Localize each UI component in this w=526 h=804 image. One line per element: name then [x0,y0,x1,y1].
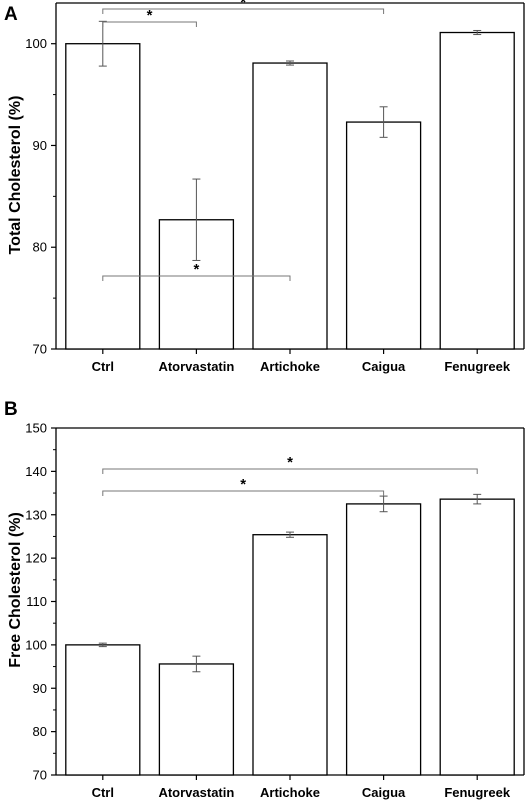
x-tick-label: Atorvastatin [158,359,234,374]
y-tick-label: 70 [33,768,47,783]
bar-ctrl [65,644,141,776]
y-tick-label: 90 [33,681,47,696]
panel-a: A Total Cholesterol (%) 70 80 90 100 Ctrl Ato… [4,0,525,374]
bar-fenugreek [439,498,515,776]
y-tick-label: 150 [25,421,47,436]
x-tick-label: Caigua [362,785,406,800]
x-tick-label: Artichoke [260,359,320,374]
significance-star: * [147,7,153,24]
y-tick-label: 100 [25,637,47,652]
x-tick-label: Ctrl [92,785,114,800]
y-tick-label: 140 [25,464,47,479]
x-tick-label: Fenugreek [444,785,511,800]
panel-b: B Free Cholesterol (%) 70 80 90 100 110 120 13… [4,261,525,800]
significance-bracket [102,468,478,474]
y-axis-label: Total Cholesterol (%) [7,96,24,255]
x-tick-label: Atorvastatin [158,785,234,800]
y-tick-label: 110 [26,594,47,609]
y-tick-label: 100 [25,36,47,51]
bar-atorvastatin [158,663,235,776]
y-tick-label: 120 [25,551,47,566]
y-tick-label: 80 [33,724,47,739]
x-tick-label: Artichoke [260,785,320,800]
bar-caigua [345,503,422,776]
y-tick-label: 130 [25,507,47,522]
significance-star: * [193,261,199,278]
x-tick-label: Caigua [362,359,406,374]
bar-artichoke [252,534,328,776]
y-axis-label: Free Cholesterol (%) [7,512,24,668]
bar-ctrl [65,43,141,350]
x-tick-label: Fenugreek [444,359,511,374]
y-tick-label: 70 [33,342,47,357]
panel-letter: A [4,4,18,25]
significance-star: * [287,454,293,471]
significance-star: * [240,476,246,493]
significance-bracket [102,275,291,281]
y-tick-label: 80 [33,240,47,255]
bar-artichoke [252,62,328,350]
significance-bracket [102,21,197,27]
significance-star: * [240,0,246,11]
y-tick-label: 90 [33,138,47,153]
x-tick-label: Ctrl [92,359,114,374]
significance-bracket [102,8,385,14]
significance-bracket [102,490,385,496]
bar-caigua [345,121,422,350]
bar-fenugreek [439,31,515,350]
panel-letter: B [4,399,18,420]
